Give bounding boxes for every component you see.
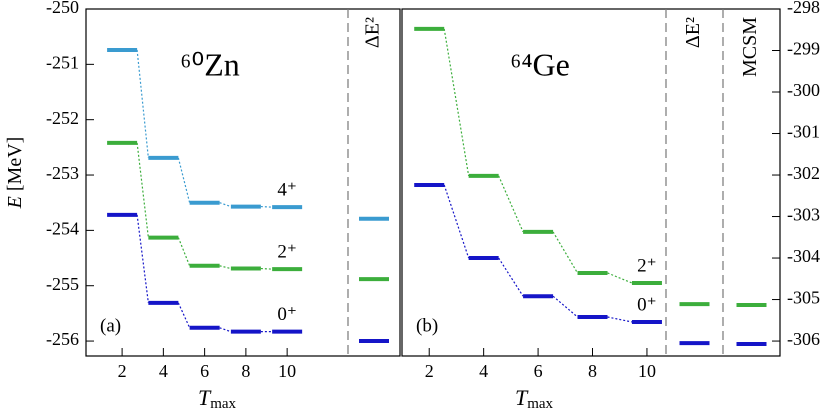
plot-frame [401, 8, 781, 357]
connector [177, 157, 191, 203]
connector [443, 28, 470, 176]
panel-label: (b) [416, 315, 438, 336]
panel-title: ⁶⁴Ge [510, 46, 570, 82]
y-tick-label: -254 [46, 218, 79, 238]
connector [443, 184, 470, 259]
panel-label: (a) [100, 315, 121, 336]
x-tick-label: 8 [241, 361, 250, 381]
x-tick-label: 4 [159, 361, 168, 381]
x-tick-label: 10 [278, 361, 296, 381]
column-label: ΔE² [682, 17, 704, 48]
x-tick-label: 6 [534, 361, 543, 381]
y-tick-label: -304 [787, 246, 820, 266]
level-label: 2⁺ [637, 255, 657, 276]
connector [136, 49, 149, 158]
y-tick-label: -300 [787, 80, 820, 100]
y-tick-label: -305 [787, 288, 820, 308]
x-tick-label: 2 [118, 361, 127, 381]
y-tick-label: -250 [46, 0, 79, 17]
y-tick-label: -253 [46, 163, 79, 183]
connector [219, 327, 232, 333]
level-label: 2⁺ [277, 241, 297, 262]
level-label: 4⁺ [277, 179, 297, 200]
y-tick-label: -303 [787, 205, 820, 225]
plot-frame [85, 8, 401, 357]
panel-title: ⁶⁰Zn [180, 46, 240, 82]
y-tick-label: -256 [46, 329, 79, 349]
connector [552, 231, 579, 274]
x-tick-label: 4 [479, 361, 488, 381]
connector [136, 214, 149, 303]
connector [607, 316, 633, 323]
y-tick-label: -299 [787, 39, 820, 59]
y-tick-label: -255 [46, 274, 79, 294]
connector [498, 175, 524, 233]
connector [219, 202, 232, 208]
connector [607, 272, 633, 284]
x-tick-label: 8 [588, 361, 597, 381]
x-tick-label: 2 [425, 361, 434, 381]
x-axis-label: Tmax [515, 385, 554, 412]
level-label: 0⁺ [277, 304, 297, 325]
connector [260, 205, 273, 208]
column-label: MCSM [739, 17, 761, 77]
x-tick-label: 10 [638, 361, 656, 381]
connector [552, 295, 578, 318]
connector [498, 257, 524, 297]
level-label: 0⁺ [637, 294, 657, 315]
y-tick-label: -301 [787, 122, 820, 142]
y-tick-label: -251 [46, 52, 79, 72]
x-axis-label: Tmax [198, 385, 237, 412]
column-label: ΔE² [362, 17, 384, 48]
y-tick-label: -302 [787, 163, 820, 183]
connector [219, 265, 232, 270]
connector [177, 237, 191, 267]
y-tick-label: -252 [46, 108, 79, 128]
y-tick-label: -306 [787, 329, 820, 349]
x-tick-label: 6 [200, 361, 209, 381]
y-tick-label: -298 [787, 0, 820, 17]
y-axis-label: E [MeV] [4, 137, 26, 210]
connector [177, 302, 191, 329]
connector [260, 267, 273, 270]
